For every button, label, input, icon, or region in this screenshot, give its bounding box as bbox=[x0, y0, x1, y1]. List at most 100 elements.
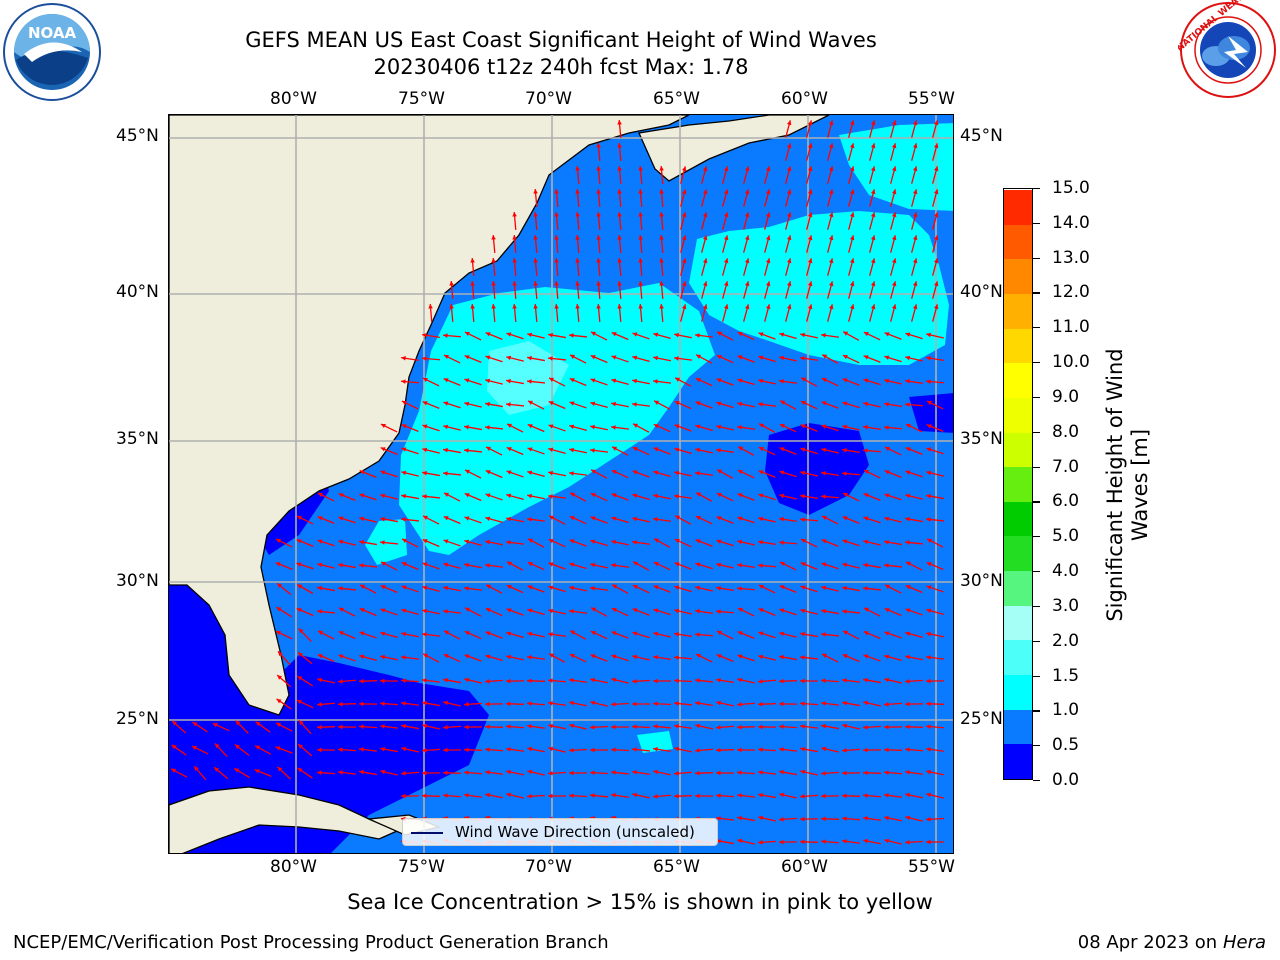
wave-direction-arrowhead bbox=[422, 447, 428, 453]
wave-direction-arrowhead bbox=[491, 258, 496, 263]
wave-direction-arrowhead bbox=[800, 655, 805, 660]
wave-direction-arrowhead bbox=[744, 281, 750, 287]
wave-direction-arrowhead bbox=[422, 770, 427, 776]
wave-direction-arrowhead bbox=[632, 332, 638, 337]
wave-direction-arrowhead bbox=[737, 516, 743, 521]
wave-direction-arrowhead bbox=[821, 701, 826, 706]
wave-direction-arrowhead bbox=[570, 630, 576, 635]
wave-direction-arrowhead bbox=[702, 281, 708, 287]
wave-direction-arrowhead bbox=[912, 258, 918, 264]
wave-direction-arrowhead bbox=[842, 378, 848, 383]
wave-direction-arrowhead bbox=[443, 424, 449, 430]
colorbar-tick-label: 4.0 bbox=[1052, 561, 1080, 582]
wave-direction-arrowhead bbox=[380, 423, 386, 429]
wave-direction-arrowhead bbox=[549, 515, 555, 520]
wave-direction-arrowhead bbox=[443, 770, 448, 776]
wave-direction-arrowhead bbox=[359, 724, 364, 729]
wave-direction-arrowhead bbox=[569, 333, 574, 338]
wave-direction-arrowhead bbox=[800, 746, 805, 752]
wave-direction-arrowhead bbox=[681, 235, 687, 241]
footer-date: 08 Apr 2023 on Hera bbox=[1077, 932, 1266, 953]
wave-direction-arrowhead bbox=[422, 585, 428, 591]
wave-direction-arrowhead bbox=[758, 747, 763, 752]
wave-direction-arrowhead bbox=[275, 746, 281, 751]
colorbar-tickmark bbox=[1033, 431, 1040, 433]
wave-direction-arrowhead bbox=[912, 143, 918, 149]
wave-direction-arrowhead bbox=[317, 630, 323, 635]
lon-label-bottom: 65°W bbox=[653, 857, 700, 877]
wave-direction-arrowhead bbox=[870, 189, 876, 195]
wave-direction-arrowhead bbox=[632, 540, 637, 545]
wave-direction-arrowhead bbox=[317, 747, 322, 753]
wave-direction-arrowhead bbox=[512, 235, 517, 240]
wave-direction-arrowhead bbox=[723, 189, 729, 195]
wave-direction-arrowhead bbox=[674, 793, 679, 799]
wave-direction-arrowhead bbox=[506, 355, 512, 361]
wave-direction-arrowhead bbox=[849, 212, 855, 218]
wave-direction-arrowhead bbox=[842, 609, 847, 614]
wave-direction-arrowhead bbox=[548, 356, 553, 361]
wave-direction-arrowhead bbox=[255, 745, 261, 750]
wave-direction-arrowhead bbox=[485, 631, 491, 636]
wave-direction-arrowhead bbox=[296, 608, 302, 613]
wave-direction-arrowhead bbox=[380, 540, 385, 545]
wave-direction-arrowhead bbox=[933, 258, 939, 264]
wave-direction-arrowhead bbox=[428, 304, 433, 309]
wave-direction-arrowhead bbox=[674, 724, 679, 729]
wave-direction-arrowhead bbox=[702, 166, 708, 172]
wave-direction-arrowhead bbox=[632, 402, 637, 407]
wave-direction-arrowhead bbox=[695, 447, 701, 453]
wave-direction-arrowhead bbox=[569, 378, 575, 383]
wave-direction-arrowhead bbox=[674, 494, 679, 499]
cyan-region-northeast bbox=[689, 211, 949, 365]
wave-direction-arrowhead bbox=[758, 540, 763, 545]
wave-direction-arrowhead bbox=[758, 631, 764, 636]
wave-direction-arrowhead bbox=[891, 281, 897, 287]
colorbar-tickmark bbox=[1033, 327, 1040, 329]
wave-direction-arrowhead bbox=[380, 654, 385, 660]
wave-direction-arrowhead bbox=[443, 378, 449, 383]
wave-direction-arrowhead bbox=[590, 724, 595, 730]
wave-direction-arrowhead bbox=[821, 723, 826, 729]
wave-direction-arrowhead bbox=[828, 304, 834, 310]
wave-direction-arrowhead bbox=[214, 743, 220, 749]
wave-direction-arrowhead bbox=[422, 793, 427, 799]
wave-direction-arrowhead bbox=[554, 189, 559, 194]
wave-direction-arrowhead bbox=[884, 446, 890, 452]
wave-direction-arrowhead bbox=[590, 770, 595, 776]
wave-direction-arrowhead bbox=[632, 724, 637, 730]
wave-direction-arrowhead bbox=[807, 212, 813, 218]
wave-direction-arrowhead bbox=[786, 166, 792, 172]
wave-direction-arrowhead bbox=[723, 166, 729, 172]
colorbar-tickmark bbox=[1033, 571, 1040, 573]
wave-direction-arrowhead bbox=[779, 355, 785, 361]
wave-direction-arrowhead bbox=[659, 281, 664, 286]
wave-direction-arrowhead bbox=[786, 304, 792, 310]
wave-direction-arrowhead bbox=[786, 143, 792, 149]
wave-direction-arrowhead bbox=[863, 700, 869, 706]
wave-direction-arrowhead bbox=[612, 446, 618, 451]
wave-direction-arrowhead bbox=[905, 332, 911, 337]
colorbar-segment bbox=[1004, 432, 1032, 468]
wave-direction-arrowhead bbox=[821, 632, 826, 637]
wave-direction-arrowhead bbox=[338, 516, 344, 521]
wave-direction-arrowhead bbox=[527, 562, 533, 567]
wave-direction-arrowhead bbox=[702, 189, 708, 195]
wave-direction-arrowhead bbox=[611, 770, 616, 775]
wave-direction-arrowhead bbox=[632, 608, 638, 613]
wave-direction-arrowhead bbox=[380, 470, 386, 475]
wave-direction-arrowhead bbox=[912, 212, 918, 218]
wave-direction-arrowhead bbox=[758, 584, 764, 590]
wave-direction-arrowhead bbox=[422, 608, 427, 614]
wave-direction-arrowhead bbox=[359, 701, 364, 707]
wave-direction-arrowhead bbox=[702, 258, 708, 264]
wave-direction-arrowhead bbox=[716, 562, 722, 568]
wave-direction-arrowhead bbox=[884, 654, 890, 660]
wave-direction-arrowhead bbox=[380, 631, 386, 637]
wave-direction-arrowhead bbox=[807, 235, 813, 241]
wave-direction-arrowhead bbox=[765, 235, 771, 241]
wave-direction-arrowhead bbox=[842, 492, 848, 498]
wave-direction-arrowhead bbox=[464, 747, 469, 753]
wave-direction-arrowhead bbox=[863, 654, 869, 659]
colorbar-segment bbox=[1004, 397, 1032, 433]
